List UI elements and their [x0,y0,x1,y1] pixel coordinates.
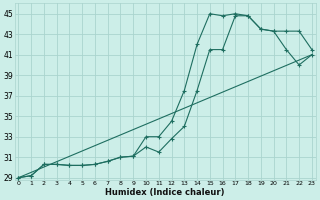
X-axis label: Humidex (Indice chaleur): Humidex (Indice chaleur) [105,188,225,197]
